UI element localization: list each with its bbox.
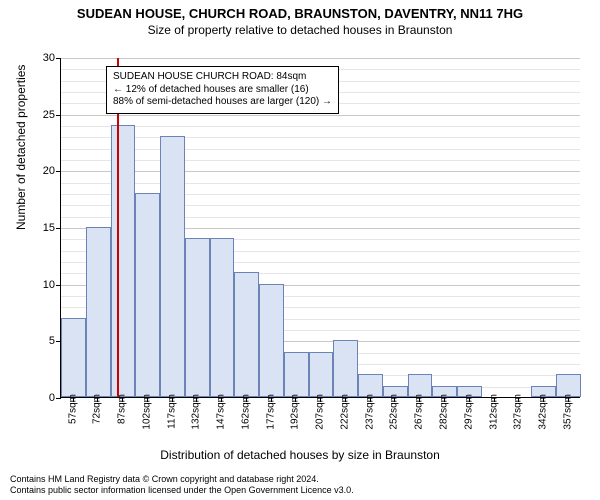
y-tick-label: 30 [31, 52, 55, 64]
y-tick-label: 5 [31, 335, 55, 347]
y-tick [56, 58, 61, 59]
gridline-minor [61, 183, 580, 184]
x-tick-label: 357sqm [562, 394, 573, 430]
histogram-bar [61, 318, 86, 397]
histogram-bar [210, 238, 235, 397]
gridline-minor [61, 137, 580, 138]
chart-area: 05101520253057sqm72sqm87sqm102sqm117sqm1… [60, 58, 580, 398]
gridline-minor [61, 126, 580, 127]
y-tick-label: 0 [31, 392, 55, 404]
x-tick-label: 252sqm [389, 394, 400, 430]
histogram-bar [185, 238, 210, 397]
chart-title-main: SUDEAN HOUSE, CHURCH ROAD, BRAUNSTON, DA… [0, 0, 600, 21]
y-tick-label: 15 [31, 222, 55, 234]
x-axis-label: Distribution of detached houses by size … [0, 448, 600, 462]
annotation-box: SUDEAN HOUSE CHURCH ROAD: 84sqm← 12% of … [106, 66, 339, 114]
x-tick-label: 297sqm [463, 394, 474, 430]
y-axis-label: Number of detached properties [14, 65, 28, 230]
y-tick-label: 20 [31, 165, 55, 177]
annotation-line: ← 12% of detached houses are smaller (16… [113, 84, 332, 97]
x-tick-label: 72sqm [92, 394, 103, 424]
y-tick [56, 228, 61, 229]
x-tick-label: 282sqm [438, 394, 449, 430]
histogram-bar [259, 284, 284, 397]
y-tick-label: 25 [31, 109, 55, 121]
x-tick-label: 57sqm [67, 394, 78, 424]
y-tick [56, 285, 61, 286]
x-tick-label: 342sqm [538, 394, 549, 430]
histogram-bar [333, 340, 358, 397]
gridline-minor [61, 160, 580, 161]
x-tick-label: 87sqm [117, 394, 128, 424]
gridline-minor [61, 149, 580, 150]
x-tick-label: 192sqm [290, 394, 301, 430]
histogram-bar [309, 352, 334, 397]
x-tick-label: 237sqm [364, 394, 375, 430]
x-tick-label: 267sqm [414, 394, 425, 430]
y-tick [56, 398, 61, 399]
footer-attribution: Contains HM Land Registry data © Crown c… [10, 474, 354, 496]
y-tick [56, 115, 61, 116]
chart-title-sub: Size of property relative to detached ho… [0, 21, 600, 37]
y-tick [56, 171, 61, 172]
annotation-line: SUDEAN HOUSE CHURCH ROAD: 84sqm [113, 71, 332, 84]
x-tick-label: 147sqm [216, 394, 227, 430]
footer-line-1: Contains HM Land Registry data © Crown c… [10, 474, 354, 485]
x-tick-label: 177sqm [265, 394, 276, 430]
y-tick-label: 10 [31, 279, 55, 291]
histogram-bar [135, 193, 160, 397]
x-tick-label: 132sqm [191, 394, 202, 430]
gridline-major [61, 171, 580, 172]
histogram-bar [111, 125, 136, 397]
x-tick-label: 327sqm [513, 394, 524, 430]
histogram-bar [86, 227, 111, 397]
histogram-bar [284, 352, 309, 397]
x-tick-label: 102sqm [141, 394, 152, 430]
x-tick-label: 117sqm [166, 394, 177, 429]
x-tick-label: 312sqm [488, 394, 499, 430]
gridline-major [61, 58, 580, 59]
x-tick-label: 207sqm [315, 394, 326, 430]
histogram-bar [160, 136, 185, 397]
histogram-bar [234, 272, 259, 397]
gridline-major [61, 115, 580, 116]
x-tick-label: 222sqm [339, 394, 350, 430]
annotation-line: 88% of semi-detached houses are larger (… [113, 96, 332, 109]
footer-line-2: Contains public sector information licen… [10, 485, 354, 496]
plot-area: 05101520253057sqm72sqm87sqm102sqm117sqm1… [60, 58, 580, 398]
x-tick-label: 162sqm [240, 394, 251, 430]
